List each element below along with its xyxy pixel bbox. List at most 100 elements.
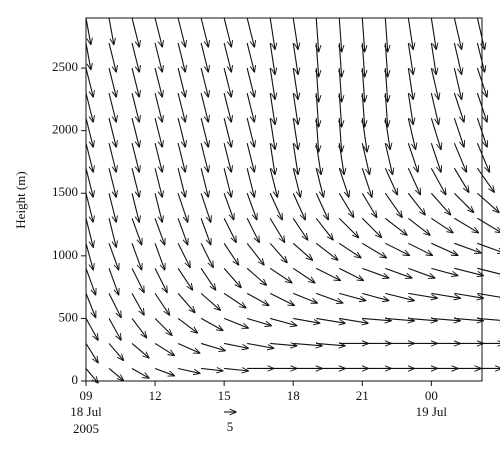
wind-arrow xyxy=(430,192,450,215)
wind-arrow xyxy=(223,143,231,172)
wind-arrow xyxy=(338,242,361,257)
wind-arrow xyxy=(315,267,340,280)
wind-arrow xyxy=(154,92,162,122)
wind-arrow xyxy=(476,142,489,172)
plot-frame xyxy=(85,17,483,382)
wind-arrow xyxy=(431,267,457,275)
wind-arrow xyxy=(200,218,211,244)
wind-arrow xyxy=(430,92,438,124)
wind-arrow xyxy=(454,292,483,298)
wind-arrow xyxy=(177,293,195,312)
wind-arrow xyxy=(154,243,165,269)
wind-arrow xyxy=(407,118,415,149)
wind-arrow xyxy=(453,92,464,122)
wind-arrow xyxy=(246,92,254,122)
wind-arrow xyxy=(477,192,499,212)
wind-arrow xyxy=(246,42,254,72)
wind-arrow xyxy=(177,367,200,373)
wind-arrow xyxy=(200,292,220,310)
wind-arrow xyxy=(247,317,271,325)
x-tick-label: 09 xyxy=(80,388,93,403)
y-tick-label: 0 xyxy=(72,372,79,387)
wind-arrow xyxy=(385,267,411,278)
wind-arrow xyxy=(430,17,436,49)
wind-arrow xyxy=(316,292,342,303)
wind-arrow xyxy=(361,217,381,237)
wind-arrow xyxy=(247,342,273,348)
date-label: 18 Jul xyxy=(70,404,102,419)
wind-arrow xyxy=(200,143,208,172)
wind-arrow xyxy=(131,92,139,122)
wind-arrow xyxy=(85,268,96,294)
wind-arrow xyxy=(269,193,282,219)
wind-arrow xyxy=(292,17,298,49)
wind-arrow xyxy=(338,192,353,217)
wind-arrow xyxy=(200,92,208,122)
wind-arrow xyxy=(316,317,345,323)
wind-arrow xyxy=(108,243,119,269)
wind-arrow xyxy=(269,17,275,49)
wind-arrow xyxy=(361,242,386,257)
wind-arrow xyxy=(200,243,213,267)
wind-arrow xyxy=(315,193,328,219)
date-label: 19 Jul xyxy=(416,404,448,419)
wind-arrow xyxy=(453,117,464,147)
y-tick-label: 1000 xyxy=(52,247,78,262)
wind-arrow xyxy=(477,242,500,253)
wind-arrow xyxy=(154,268,167,292)
wind-arrow xyxy=(223,42,231,72)
wind-arrow xyxy=(131,42,139,72)
wind-arrow xyxy=(339,17,341,52)
wind-arrow xyxy=(154,17,162,47)
wind-arrow xyxy=(408,242,432,255)
wind-arrow xyxy=(476,67,487,97)
wind-arrow xyxy=(177,168,185,197)
wind-arrow xyxy=(270,317,296,325)
wind-arrow xyxy=(223,292,246,307)
wind-arrow xyxy=(385,292,414,300)
wind-arrow xyxy=(454,267,483,275)
wind-arrow xyxy=(361,143,369,174)
wind-arrow xyxy=(131,368,149,378)
wind-arrow xyxy=(177,342,200,353)
wind-arrow xyxy=(85,92,93,122)
wind-arrow xyxy=(108,17,114,44)
wind-arrow xyxy=(177,118,185,147)
wind-arrow xyxy=(431,242,457,255)
wind-arrow xyxy=(223,118,231,147)
wind-arrow xyxy=(431,292,460,298)
wind-arrow xyxy=(85,243,93,269)
wind-arrow xyxy=(339,267,363,280)
wind-arrow xyxy=(108,368,123,380)
wind-arrow xyxy=(177,42,185,72)
wind-arrow xyxy=(200,17,208,47)
wind-arrow xyxy=(200,193,211,222)
wind-arrow xyxy=(407,217,430,235)
wind-arrow xyxy=(477,292,500,298)
wind-arrow xyxy=(292,242,312,260)
wind-arrow xyxy=(177,268,192,290)
wind-arrow xyxy=(154,168,162,197)
y-tick-label: 500 xyxy=(59,309,79,324)
x-tick-label: 00 xyxy=(425,388,438,403)
wind-arrow xyxy=(293,292,317,303)
wind-arrow xyxy=(200,317,223,330)
wind-arrow xyxy=(476,42,484,72)
wind-arrow xyxy=(154,143,162,172)
wind-arrow xyxy=(223,17,231,47)
wind-arrow xyxy=(361,192,376,217)
wind-arrow xyxy=(154,293,169,315)
key-label: 5 xyxy=(227,419,234,434)
wind-arrow xyxy=(154,118,162,147)
wind-arrow xyxy=(85,143,93,172)
wind-arrow xyxy=(453,192,473,212)
wind-arrow xyxy=(131,218,142,244)
wind-arrow xyxy=(269,242,287,262)
wind-arrow xyxy=(154,67,162,97)
wind-arrow xyxy=(223,67,231,97)
wind-arrow xyxy=(85,193,93,222)
wind-arrow xyxy=(293,343,322,345)
wind-arrow xyxy=(269,168,277,197)
wind-arrow xyxy=(200,118,208,147)
